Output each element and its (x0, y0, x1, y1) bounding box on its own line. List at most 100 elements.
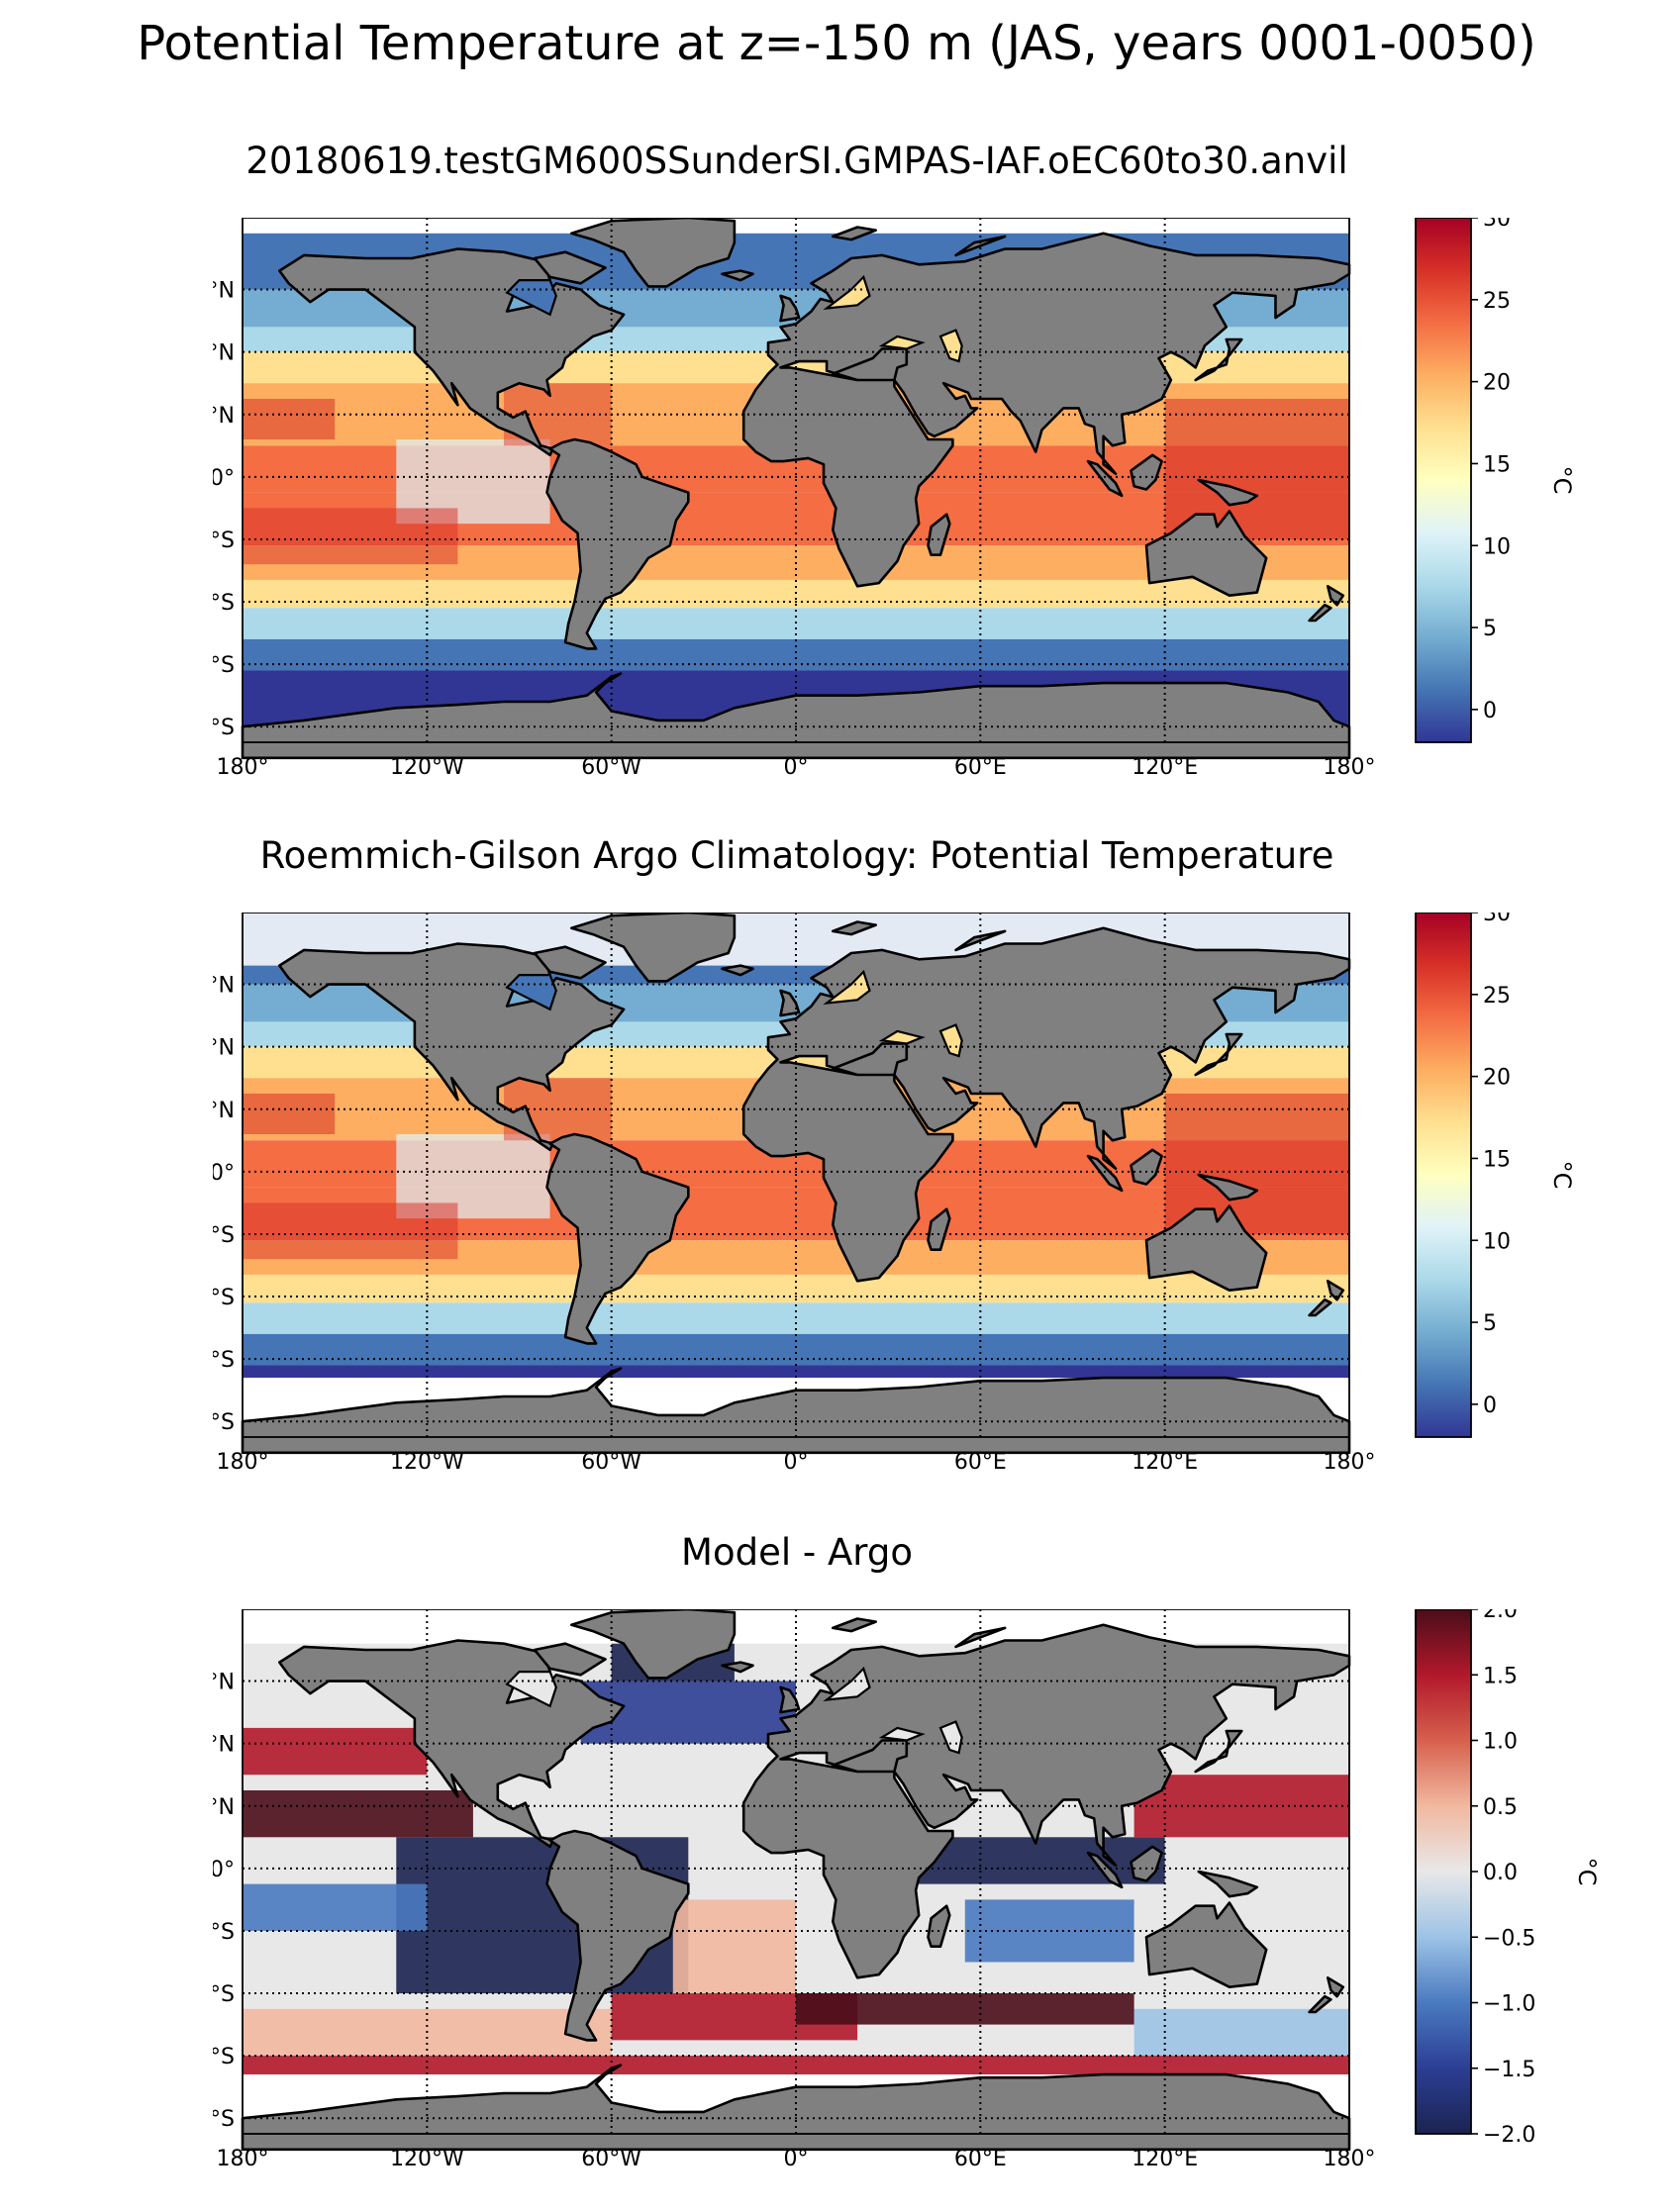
colorbar-tick-label: −2.0 (1483, 2123, 1535, 2148)
lon-tick-label: 120°E (1132, 2147, 1198, 2171)
land-madagascar (927, 1904, 951, 1949)
land-australia (1144, 1204, 1268, 1293)
colorbar-tick-label: 25 (1483, 984, 1511, 1009)
colorbar-tick-label: 25 (1483, 289, 1511, 314)
colorbar-tick-label: 10 (1483, 534, 1511, 559)
lat-tick-label: 20°N (213, 404, 235, 429)
lat-tick-label: 40°S (213, 591, 235, 616)
colorbar-gradient (1415, 218, 1472, 743)
lat-tick-label: 60°N (213, 974, 235, 999)
lon-tick-label: 0° (784, 1450, 809, 1475)
colorbar-label: °C (1548, 1161, 1576, 1190)
lon-tick-label: 120°E (1132, 755, 1198, 780)
land-madagascar (927, 1207, 951, 1252)
land-japan (1194, 1729, 1243, 1774)
land-borneo (1130, 1148, 1163, 1186)
map-panel-model: 60°N 40°N 20°N 0° 20°S 40°S 60°S 80°S 180° 120°W 6… (213, 218, 1376, 780)
land-sumatra (1086, 459, 1124, 498)
colorbar-tick-label: 0.5 (1483, 1795, 1518, 1820)
lon-tick-label: 60°E (954, 755, 1007, 780)
land-borneo (1130, 453, 1163, 491)
land-southAmerica (545, 437, 690, 650)
colorbar-tick-label: −0.5 (1483, 1926, 1535, 1951)
water-black (878, 1029, 926, 1045)
land-australia (1144, 510, 1268, 598)
lon-tick-label: 0° (784, 755, 809, 780)
lat-tick-label: 40°N (213, 1036, 235, 1061)
lat-tick-label: 80°S (213, 2107, 235, 2132)
land-sumatra (1086, 1154, 1124, 1193)
land-madagascar (927, 513, 951, 557)
lon-tick-label: 120°E (1132, 1450, 1198, 1475)
lat-tick-label: 40°N (213, 1733, 235, 1758)
land-antarctica (241, 1367, 1351, 1455)
colorbar-tick-label: 1.0 (1483, 1730, 1518, 1755)
water-black (878, 335, 926, 350)
land-australia (1144, 1901, 1268, 1989)
lat-tick-label: 80°S (213, 1410, 235, 1435)
water-hudson (505, 278, 557, 317)
land-antarctica (241, 2064, 1351, 2152)
lon-tick-label: 60°W (581, 1450, 641, 1475)
land-britain (779, 989, 801, 1017)
colorbar-label: °C (1573, 1858, 1601, 1886)
water-caspian (938, 1720, 963, 1755)
land-baffin (533, 1642, 607, 1677)
lat-tick-label: 40°S (213, 1286, 235, 1310)
land-newZealandS (1308, 1298, 1332, 1317)
water-baltic (823, 274, 871, 310)
lat-tick-label: 20°N (213, 1795, 235, 1820)
lat-tick-label: 60°N (213, 1671, 235, 1695)
water-baltic (823, 969, 871, 1005)
land-iceland (721, 269, 754, 282)
land-newZealandS (1308, 1994, 1332, 2014)
lat-tick-label: 0° (213, 1858, 235, 1882)
colorbar-tick-label: 30 (1483, 913, 1511, 926)
colorbar-tick-label: 20 (1483, 371, 1511, 396)
land-svalbard (831, 920, 878, 936)
land-svalbard (831, 1617, 878, 1633)
lon-tick-label: 60°W (581, 755, 641, 780)
land-greenland (569, 1609, 737, 1680)
lat-tick-label: 20°S (213, 1920, 235, 1945)
lat-tick-label: 60°S (213, 1348, 235, 1373)
lon-tick-label: 60°W (581, 2147, 641, 2171)
colorbar-tick-label: 0.0 (1483, 1861, 1518, 1885)
colorbar-argo: 30 25 20 15 10 5 0 °C (1415, 913, 1576, 1438)
land-southAmerica (545, 1829, 690, 2042)
land-novaya (954, 235, 1007, 257)
land-africaEurasia (741, 926, 1351, 1283)
land-britain (779, 294, 801, 323)
land-southAmerica (545, 1132, 690, 1345)
map-panel-difference: 60°N 40°N 20°N 0° 20°S 40°S 60°S 80°S 180° 120°W 6… (213, 1609, 1376, 2171)
land-svalbard (831, 226, 878, 241)
water-hudson (505, 1670, 557, 1708)
land-newZealandN (1327, 584, 1345, 607)
land-africaEurasia (741, 232, 1351, 588)
lat-tick-label: 60°S (213, 2045, 235, 2069)
land-greenland (569, 218, 737, 288)
colorbar-tick-label: 2.0 (1483, 1609, 1518, 1623)
lon-tick-label: 180° (217, 2147, 269, 2171)
colorbar-label: °C (1548, 466, 1576, 495)
map-panel-argo: 60°N 40°N 20°N 0° 20°S 40°S 60°S 80°S 180° 120°W 6… (213, 913, 1376, 1475)
colorbar-gradient (1415, 1609, 1472, 2135)
lat-tick-label: 20°S (213, 1223, 235, 1248)
colorbar-tick-label: 10 (1483, 1229, 1511, 1254)
land-novaya (954, 1626, 1007, 1649)
lon-tick-label: 60°E (954, 2147, 1007, 2171)
land-newGuinea (1197, 478, 1259, 507)
lon-tick-label: 180° (1324, 755, 1376, 780)
land-newGuinea (1197, 1870, 1259, 1898)
land-iceland (721, 964, 754, 977)
water-hudson (505, 973, 557, 1011)
lat-tick-label: 20°N (213, 1099, 235, 1123)
lon-tick-label: 180° (1324, 1450, 1376, 1475)
colorbar-tick-label: 15 (1483, 452, 1511, 477)
colorbar-tick-label: 1.5 (1483, 1664, 1518, 1688)
land-japan (1194, 337, 1243, 382)
water-black (878, 1726, 926, 1742)
colorbar-tick-label: 20 (1483, 1066, 1511, 1091)
colorbar-gradient (1415, 913, 1472, 1438)
panel-title-model: 20180619.testGM600SSunderSI.GMPAS-IAF.oE… (246, 140, 1348, 182)
